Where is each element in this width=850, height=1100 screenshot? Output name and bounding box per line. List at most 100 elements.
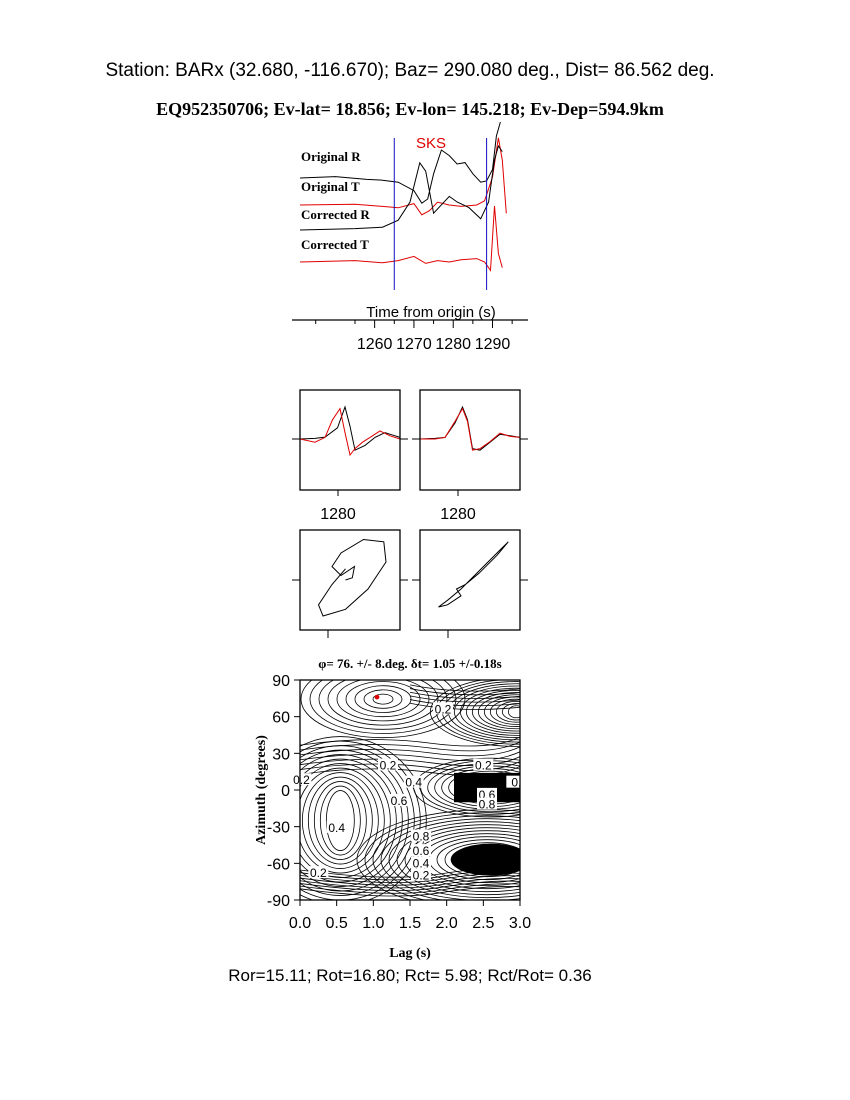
misfit-contour-upper-right <box>495 700 520 723</box>
overlay-trace <box>299 407 401 457</box>
misfit-panel: φ= 76. +/- 8.deg. δt= 1.05 +/-0.18s 0.20… <box>254 656 531 961</box>
misfit-contour-minimum <box>354 685 412 713</box>
misfit-contour-left <box>300 754 403 887</box>
misfit-contour-lower-right <box>404 827 520 893</box>
event-line: EQ952350706; Ev-lat= 18.856; Ev-lon= 145… <box>156 99 664 119</box>
phase-label: SKS <box>416 135 446 152</box>
contour-label: 0.2 <box>475 759 492 773</box>
misfit-contour-top <box>409 691 520 699</box>
misfit-contour-lower-right <box>372 815 520 900</box>
misfit-contour-minimum <box>300 680 466 739</box>
waveform-tick-label: 1280 <box>435 336 471 353</box>
station-line: Station: BARx (32.680, -116.670); Baz= 2… <box>105 60 714 81</box>
misfit-title: φ= 76. +/- 8.deg. δt= 1.05 +/-0.18s <box>318 656 502 671</box>
misfit-contour-bottom <box>300 886 520 897</box>
misfit-contour-upper-right <box>507 705 520 719</box>
waveform-tick-label: 1260 <box>357 336 393 353</box>
contour-label-bg <box>308 866 329 879</box>
misfit-contour-top <box>409 688 520 696</box>
contour-label: 0.6 <box>391 794 408 808</box>
misfit-contour-minimum <box>336 680 430 722</box>
contour-label-bg <box>506 775 527 788</box>
contour-label: 0.2 <box>293 773 310 787</box>
contour-label: 0. <box>511 776 521 790</box>
misfit-y-tick-label: 60 <box>272 710 290 727</box>
misfit-x-tick-label: 2.0 <box>436 915 458 932</box>
misfit-contour-upper-right <box>489 698 520 725</box>
overlay-tick-label: 1280 <box>320 506 356 523</box>
misfit-contour-upper-right <box>465 689 520 734</box>
waveform-xlabel: Time from origin (s) <box>366 304 495 321</box>
misfit-contour-bottom <box>300 867 520 878</box>
misfit-contour-minimum <box>372 693 394 705</box>
contour-label-bg <box>403 775 424 788</box>
misfit-contour-lower-right <box>364 812 520 900</box>
contour-label-bg <box>411 856 431 869</box>
overlay-frame <box>419 389 521 491</box>
waveform-trace <box>299 144 503 231</box>
misfit-contour-left <box>325 790 355 851</box>
particle-motion-panel-original <box>292 529 408 638</box>
misfit-contour-left <box>300 758 397 883</box>
contour-label-bg <box>411 868 431 881</box>
misfit-contour-minimum <box>327 680 439 726</box>
contour-label: 0.4 <box>328 821 345 835</box>
misfit-contour-left <box>301 772 379 869</box>
misfit-contour-bottom <box>300 869 520 881</box>
contour-label-bg <box>477 787 497 800</box>
misfit-contour-left <box>300 736 427 900</box>
contour-label-bg <box>291 773 312 786</box>
misfit-contour-upper-right <box>453 685 520 738</box>
contour-label: 0.4 <box>405 776 422 790</box>
misfit-contour-bottom <box>300 872 520 883</box>
overlay-frame <box>299 389 401 491</box>
contour-label-bg <box>389 794 409 806</box>
particle-motion-panel-corrected <box>412 529 528 638</box>
contour-label: 0.8 <box>413 829 430 843</box>
contour-label: 0.2 <box>380 759 397 773</box>
misfit-contour-top <box>409 695 520 703</box>
overlay-panel-corrected: 1280 <box>412 389 528 523</box>
misfit-x-tick-label: 3.0 <box>509 915 531 932</box>
trace-label: Corrected R <box>301 207 370 222</box>
misfit-contour-bottom <box>300 880 520 892</box>
misfit-y-tick-label: 0 <box>281 783 290 800</box>
misfit-contour-lower-right <box>388 821 520 899</box>
trace-label: Original R <box>301 149 361 164</box>
misfit-contour-left <box>319 785 361 856</box>
overlay-tick-label: 1280 <box>440 506 476 523</box>
waveform-trace <box>299 205 503 272</box>
misfit-y-tick-label: -60 <box>267 856 290 873</box>
contour-label: 0.2 <box>413 869 430 883</box>
misfit-contour-top <box>409 702 520 710</box>
contour-label: 0.8 <box>479 798 496 812</box>
misfit-contour-band <box>300 746 520 757</box>
misfit-contour-bottom <box>300 875 520 886</box>
misfit-contour-lower-right <box>380 818 520 900</box>
misfit-x-tick-label: 0.5 <box>326 915 348 932</box>
trace-label: Corrected T <box>301 237 369 252</box>
misfit-contour-upper-right <box>477 694 520 730</box>
contour-label: 0.6 <box>413 844 430 858</box>
misfit-contour-top <box>409 684 520 692</box>
misfit-contour-upper-right <box>429 680 520 747</box>
misfit-contour-upper-right <box>483 696 520 727</box>
particle-motion-frame <box>299 529 401 631</box>
overlay-trace <box>420 407 521 451</box>
waveform-panel: SKS Original R Original T Corrected R Corre… <box>292 121 528 353</box>
misfit-contour-left <box>300 740 421 900</box>
best-fit-marker <box>374 694 380 700</box>
overlay-trace <box>419 405 521 451</box>
misfit-contour-bottom <box>300 883 520 894</box>
misfit-y-tick-label: -90 <box>267 893 290 910</box>
misfit-xlabel: Lag (s) <box>389 946 431 961</box>
misfit-contour-band <box>300 741 520 752</box>
misfit-y-tick-label: 90 <box>272 673 290 690</box>
contour-label-bg <box>378 758 398 771</box>
contour-label-bg <box>326 820 347 833</box>
misfit-contour-minimum <box>363 689 403 709</box>
contour-label-bg <box>477 797 497 810</box>
misfit-contour-minimum <box>318 680 448 730</box>
contour-label-bg <box>473 758 494 771</box>
